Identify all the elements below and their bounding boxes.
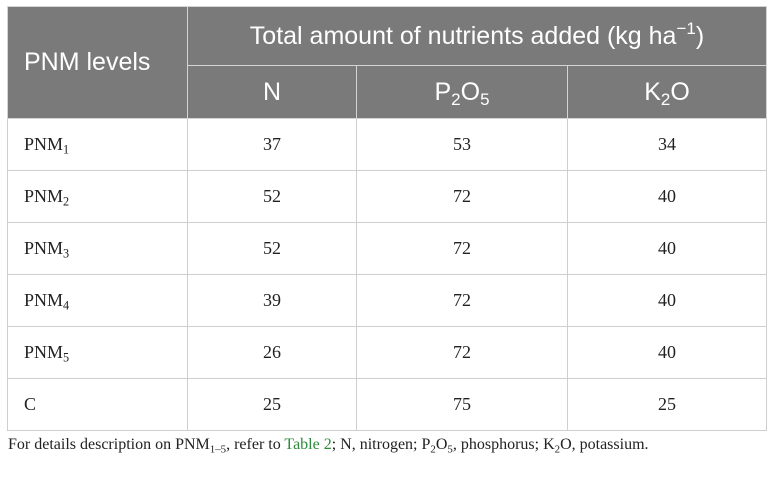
col-header-n: N [187, 65, 357, 119]
cell-k2o: 25 [567, 378, 767, 431]
footnote-text: For details description on PNM [8, 436, 210, 453]
cell-n: 25 [187, 378, 357, 431]
table-2-link[interactable]: Table 2 [284, 436, 332, 453]
row-label-text: PNM [24, 186, 64, 206]
cell-k2o: 34 [567, 118, 767, 171]
row-label: PNM4 [7, 274, 188, 327]
footnote-text: ; N, nitrogen; P [331, 436, 431, 453]
col-header-k2o-sub: 2 [660, 89, 671, 109]
col-header-n-base: N [262, 77, 282, 106]
table-row: PNM1 37 53 34 [7, 118, 767, 171]
group-header-text: Total amount of nutrients added (kg ha [249, 21, 677, 50]
row-label-text: PNM [24, 290, 64, 310]
table-row: PNM2 52 72 40 [7, 170, 767, 223]
table-row: PNM5 26 72 40 [7, 326, 767, 379]
cell-p2o5: 53 [356, 118, 568, 171]
table-row: C 25 75 25 [7, 378, 767, 431]
footnote-sub: 2 [430, 443, 436, 456]
cell-n: 39 [187, 274, 357, 327]
row-label-sub: 4 [63, 298, 70, 313]
footnote-sub: 2 [554, 443, 561, 456]
col-header-p2o5-sub2: 5 [480, 89, 490, 109]
table-row: PNM3 52 72 40 [7, 222, 767, 275]
cell-k2o: 40 [567, 170, 767, 223]
row-header-cell: PNM levels [7, 6, 188, 119]
row-label-text: C [24, 394, 37, 414]
cell-k2o: 40 [567, 274, 767, 327]
cell-p2o5: 75 [356, 378, 568, 431]
col-header-p2o5-sub1: 2 [451, 89, 461, 109]
cell-k2o: 40 [567, 326, 767, 379]
row-label-sub: 1 [63, 142, 70, 157]
row-label-text: PNM [24, 238, 64, 258]
cell-p2o5: 72 [356, 326, 568, 379]
nutrients-table: PNM levels Total amount of nutrients add… [7, 6, 767, 431]
row-label-text: PNM [24, 342, 64, 362]
cell-p2o5: 72 [356, 274, 568, 327]
row-header: PNM levels [24, 48, 151, 76]
row-label: PNM2 [7, 170, 188, 223]
row-label: PNM5 [7, 326, 188, 379]
footnote-text: O [435, 436, 448, 453]
col-header-p2o5: P2O5 [356, 65, 568, 119]
footnote-text: , refer to [226, 436, 285, 453]
row-label-sub: 2 [63, 194, 70, 209]
table-footnote: For details description on PNM1–5, refer… [8, 432, 766, 458]
row-label: PNM1 [7, 118, 188, 171]
col-header-p2o5-base: P [434, 77, 452, 106]
footnote-sub: 5 [447, 443, 453, 456]
row-label-text: PNM [24, 134, 64, 154]
cell-p2o5: 72 [356, 222, 568, 275]
col-header-k2o: K2O [567, 65, 767, 119]
cell-p2o5: 72 [356, 170, 568, 223]
cell-n: 52 [187, 170, 357, 223]
group-header: Total amount of nutrients added (kg ha−1… [187, 6, 767, 66]
row-label: C [7, 378, 188, 431]
col-header-k2o-o: O [670, 77, 690, 106]
footnote-text: O, potassium. [560, 436, 649, 453]
col-header-k2o-base: K [644, 77, 661, 106]
cell-k2o: 40 [567, 222, 767, 275]
group-header-close: ) [695, 21, 705, 50]
row-label: PNM3 [7, 222, 188, 275]
footnote-sub: 1–5 [209, 443, 227, 456]
col-header-p2o5-o: O [460, 77, 481, 106]
row-label-sub: 5 [63, 350, 70, 365]
table-row: PNM4 39 72 40 [7, 274, 767, 327]
row-label-sub: 3 [63, 246, 70, 261]
footnote-text: , phosphorus; K [452, 436, 555, 453]
cell-n: 37 [187, 118, 357, 171]
cell-n: 26 [187, 326, 357, 379]
cell-n: 52 [187, 222, 357, 275]
group-header-sup: −1 [676, 18, 696, 38]
